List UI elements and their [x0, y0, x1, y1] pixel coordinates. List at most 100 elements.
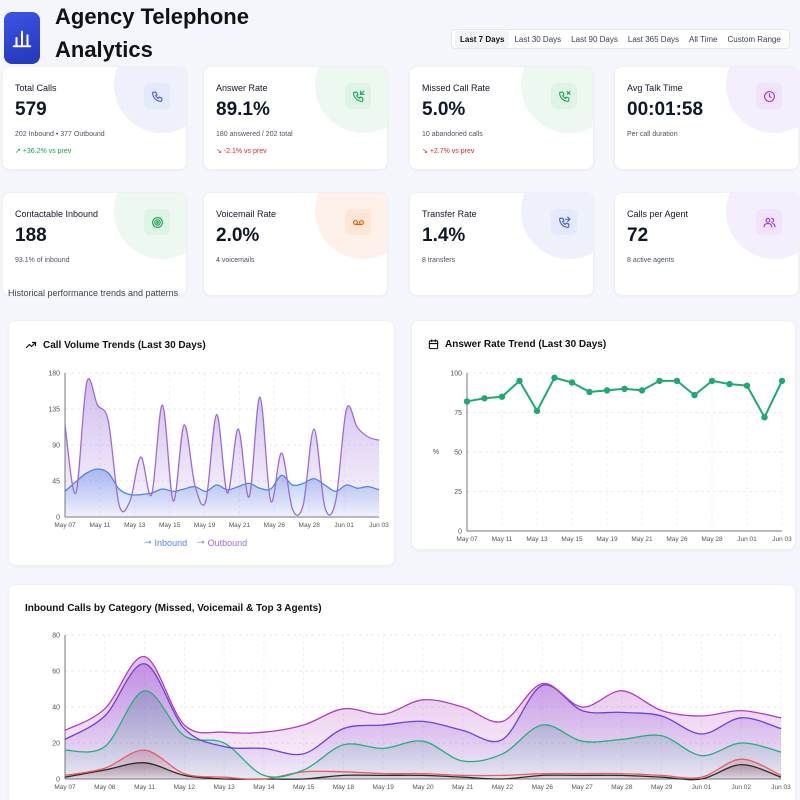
- kpi-subtext: 10 abandoned calls: [422, 131, 483, 138]
- chart1-x-tick: Jun 01: [737, 536, 757, 543]
- call-volume-chart-title: Call Volume Trends (Last 30 Days): [25, 339, 206, 351]
- chart2-x-tick: May 21: [452, 784, 474, 791]
- chart1-point[interactable]: [778, 377, 786, 385]
- range-last-90-days[interactable]: Last 90 Days: [571, 34, 618, 44]
- kpi-icon-box: [144, 209, 170, 235]
- chart1-point[interactable]: [586, 388, 593, 396]
- chart2-y-tick: 0: [56, 777, 60, 784]
- page-title-line1: Agency Telephone: [55, 4, 249, 29]
- kpi-card-calls-per-agent: Calls per Agent 72 8 active agents: [614, 192, 799, 296]
- chart2-x-tick: May 20: [412, 784, 434, 791]
- chart1-y-label: %: [433, 449, 439, 456]
- legend-inbound[interactable]: ⊸ Inbound: [144, 537, 188, 548]
- kpi-icon-box: [756, 83, 782, 109]
- chart1-point[interactable]: [621, 385, 628, 392]
- page-title-line2: Analytics: [55, 37, 153, 62]
- inbound-category-chart-title-text: Inbound Calls by Category (Missed, Voice…: [25, 603, 322, 614]
- kpi-value: 579: [15, 99, 47, 120]
- chart2-x-tick: May 27: [571, 784, 593, 791]
- chart1-point[interactable]: [568, 379, 576, 386]
- inbound-category-chart-title: Inbound Calls by Category (Missed, Voice…: [25, 603, 322, 614]
- chart1-point[interactable]: [691, 391, 698, 399]
- chart1-x-tick: May 28: [701, 536, 723, 543]
- chart2-x-tick: May 19: [373, 784, 395, 791]
- answer-rate-chart-card: Answer Rate Trend (Last 30 Days) 0 25 50 75…: [411, 320, 796, 550]
- chart0-x-tick: May 13: [124, 522, 146, 529]
- chart2-y-tick: 60: [52, 669, 60, 676]
- chart1-point[interactable]: [603, 387, 611, 394]
- clock-icon: [763, 90, 775, 102]
- chart2-x-tick: Jun 01: [692, 784, 712, 791]
- chart1-x-tick: Jun 03: [772, 536, 792, 543]
- kpi-subtext: 4 voicemails: [216, 257, 255, 264]
- kpi-label: Missed Call Rate: [422, 83, 491, 93]
- legend-outbound[interactable]: ⊸ Outbound: [197, 537, 248, 548]
- kpi-card-contactable-inbound: Contactable Inbound 188 93.1% of inbound: [2, 192, 187, 296]
- kpi-card-voicemail-rate: Voicemail Rate 2.0% 4 voicemails: [203, 192, 388, 296]
- range-all-time[interactable]: All Time: [689, 34, 718, 44]
- chart0-x-tick: May 07: [54, 522, 76, 529]
- kpi-trend-text: +36.2% vs prev: [22, 148, 72, 155]
- voicemail-icon: [352, 219, 364, 225]
- kpi-subtext: 93.1% of inbound: [15, 257, 70, 264]
- chart1-point[interactable]: [726, 380, 733, 388]
- kpi-trend: ↘ -2.1% vs prev: [216, 147, 267, 155]
- kpi-value: 89.1%: [216, 99, 270, 120]
- range-last-30-days[interactable]: Last 30 Days: [514, 34, 562, 44]
- range-last-365-days[interactable]: Last 365 Days: [627, 34, 680, 44]
- kpi-icon-box: [551, 83, 577, 109]
- kpi-value: 1.4%: [422, 225, 466, 246]
- trend-down-icon: ↘: [216, 148, 224, 155]
- call-volume-chart-card: Call Volume Trends (Last 30 Days) 0 45 90 1…: [8, 320, 395, 566]
- answer-rate-chart-title-text: Answer Rate Trend (Last 30 Days): [445, 339, 607, 350]
- chart1-point[interactable]: [498, 393, 506, 400]
- chart2-x-tick: May 08: [94, 784, 116, 791]
- chart1-point[interactable]: [708, 377, 716, 385]
- legend-inbound-label: Inbound: [154, 537, 188, 548]
- phone-forward-icon: [558, 216, 570, 228]
- chart1-point[interactable]: [551, 374, 558, 381]
- target-icon: [151, 216, 163, 228]
- chart2-x-tick: May 29: [651, 784, 673, 791]
- chart1-point[interactable]: [638, 387, 646, 394]
- chart2-x-tick: May 12: [174, 784, 196, 791]
- chart0-x-tick: May 21: [229, 522, 251, 529]
- kpi-value: 72: [627, 225, 649, 246]
- chart1-line: [466, 376, 783, 419]
- range-last-7-days[interactable]: Last 7 Days: [455, 30, 510, 48]
- chart2-x-tick: May 26: [532, 784, 554, 791]
- bar-chart-icon: [12, 30, 32, 48]
- inbound-category-chart: 0 20 40 60 80 May 07 May 08 May 11 May 12 May 13 M…: [52, 633, 791, 792]
- chart2-line-series-3: [64, 663, 782, 756]
- kpi-icon-box: [551, 209, 577, 235]
- chart0-y-tick: 45: [52, 479, 60, 486]
- chart0-x-tick: Jun 03: [369, 522, 389, 529]
- chart2-x-tick: May 15: [293, 784, 315, 791]
- chart1-point[interactable]: [463, 398, 471, 405]
- call-volume-chart: 0 45 90 135 180 May 07 May 11 May 13 May 15 May 1…: [48, 371, 389, 530]
- chart2-x-tick: Jun 03: [771, 784, 791, 791]
- chart1-point[interactable]: [656, 377, 663, 385]
- kpi-value: 188: [15, 225, 47, 246]
- chart1-point[interactable]: [481, 395, 488, 402]
- kpi-icon-box: [144, 83, 170, 109]
- chart1-point[interactable]: [516, 377, 523, 385]
- chart0-y-tick: 180: [48, 371, 60, 378]
- range-custom-range[interactable]: Custom Range: [727, 34, 781, 44]
- chart1-y-tick: 25: [454, 489, 462, 496]
- chart0-y-tick: 90: [52, 443, 60, 450]
- chart1-point[interactable]: [761, 414, 768, 421]
- kpi-label: Transfer Rate: [422, 209, 477, 219]
- chart2-y-tick: 40: [52, 705, 60, 712]
- chart1-point[interactable]: [673, 377, 681, 385]
- chart0-line-series-0: [64, 468, 380, 496]
- kpi-trend: ↗ +36.2% vs prev: [15, 147, 71, 155]
- chart1-point[interactable]: [743, 382, 751, 389]
- section-subtitle: Historical performance trends and patter…: [8, 288, 179, 298]
- chart2-y-tick: 80: [52, 633, 60, 640]
- chart1-point[interactable]: [533, 407, 541, 415]
- chart1-y-tick: 75: [454, 410, 462, 417]
- kpi-trend-text: -2.1% vs prev: [223, 148, 267, 155]
- page-header: Agency Telephone Analytics Last 7 Days La…: [0, 0, 800, 64]
- legend-outbound-label: Outbound: [207, 537, 248, 548]
